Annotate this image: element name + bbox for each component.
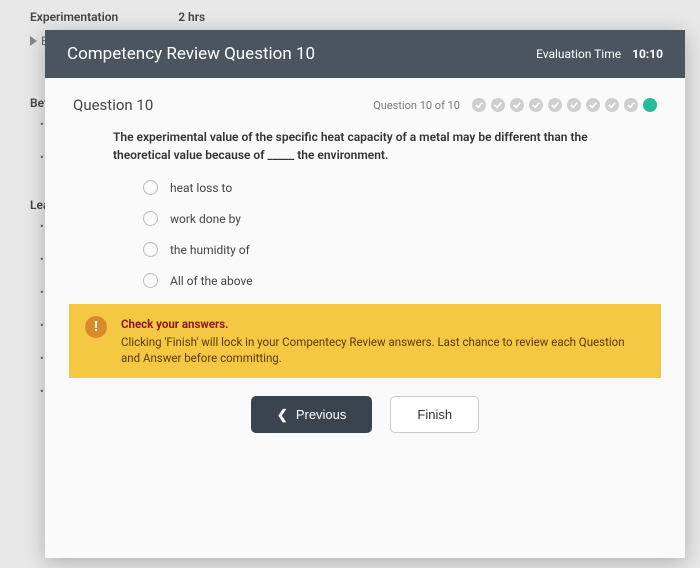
warning-title: Check your answers. bbox=[121, 316, 645, 332]
finish-button[interactable]: Finish bbox=[390, 396, 479, 433]
progress-dot-done[interactable] bbox=[491, 98, 505, 112]
answer-option[interactable]: the humidity of bbox=[143, 242, 657, 257]
progress-dot-done[interactable] bbox=[529, 98, 543, 112]
chevron-left-icon: ❮ bbox=[277, 407, 288, 423]
nav-buttons: ❮ Previous Finish bbox=[73, 396, 657, 433]
radio-icon bbox=[143, 211, 158, 226]
radio-icon bbox=[143, 273, 158, 288]
option-label: work done by bbox=[170, 212, 241, 226]
question-modal: Competency Review Question 10 Evaluation… bbox=[45, 30, 685, 558]
question-text: The experimental value of the specific h… bbox=[113, 128, 647, 164]
progress-dot-current[interactable] bbox=[643, 98, 657, 112]
progress-label: Question 10 of 10 bbox=[373, 99, 460, 112]
progress-dot-done[interactable] bbox=[548, 98, 562, 112]
evaluation-time: Evaluation Time 10:10 bbox=[536, 47, 663, 61]
question-number: Question 10 bbox=[73, 96, 153, 114]
answer-option[interactable]: work done by bbox=[143, 211, 657, 226]
warning-banner: ! Check your answers. Clicking 'Finish' … bbox=[69, 304, 661, 378]
progress-dot-done[interactable] bbox=[472, 98, 486, 112]
previous-button[interactable]: ❮ Previous bbox=[251, 396, 372, 433]
option-label: the humidity of bbox=[170, 243, 250, 257]
progress-dots bbox=[472, 98, 657, 112]
warning-icon: ! bbox=[85, 316, 107, 338]
progress-dot-done[interactable] bbox=[605, 98, 619, 112]
radio-icon bbox=[143, 242, 158, 257]
warning-body: Clicking 'Finish' will lock in your Comp… bbox=[121, 335, 625, 365]
answer-option[interactable]: All of the above bbox=[143, 273, 657, 288]
progress-dot-done[interactable] bbox=[586, 98, 600, 112]
previous-label: Previous bbox=[296, 407, 347, 422]
modal-header: Competency Review Question 10 Evaluation… bbox=[45, 30, 685, 78]
modal-title: Competency Review Question 10 bbox=[67, 44, 315, 64]
bg-duration: 2 hrs bbox=[178, 10, 205, 24]
bg-title: Experimentation bbox=[30, 10, 118, 24]
warning-text: Check your answers. Clicking 'Finish' wi… bbox=[121, 316, 645, 366]
expand-icon bbox=[30, 36, 37, 46]
modal-body: Question 10 Question 10 of 10 The experi… bbox=[45, 78, 685, 558]
progress-dot-done[interactable] bbox=[567, 98, 581, 112]
option-label: heat loss to bbox=[170, 181, 232, 195]
eval-time-label: Evaluation Time bbox=[536, 47, 621, 61]
eval-time-value: 10:10 bbox=[632, 47, 663, 61]
progress-dot-done[interactable] bbox=[624, 98, 638, 112]
progress-dot-done[interactable] bbox=[510, 98, 524, 112]
options-list: heat loss to work done by the humidity of A… bbox=[143, 180, 657, 288]
radio-icon bbox=[143, 180, 158, 195]
option-label: All of the above bbox=[170, 274, 253, 288]
answer-option[interactable]: heat loss to bbox=[143, 180, 657, 195]
question-header: Question 10 Question 10 of 10 bbox=[73, 96, 657, 114]
finish-label: Finish bbox=[417, 407, 452, 422]
question-progress: Question 10 of 10 bbox=[373, 98, 657, 112]
